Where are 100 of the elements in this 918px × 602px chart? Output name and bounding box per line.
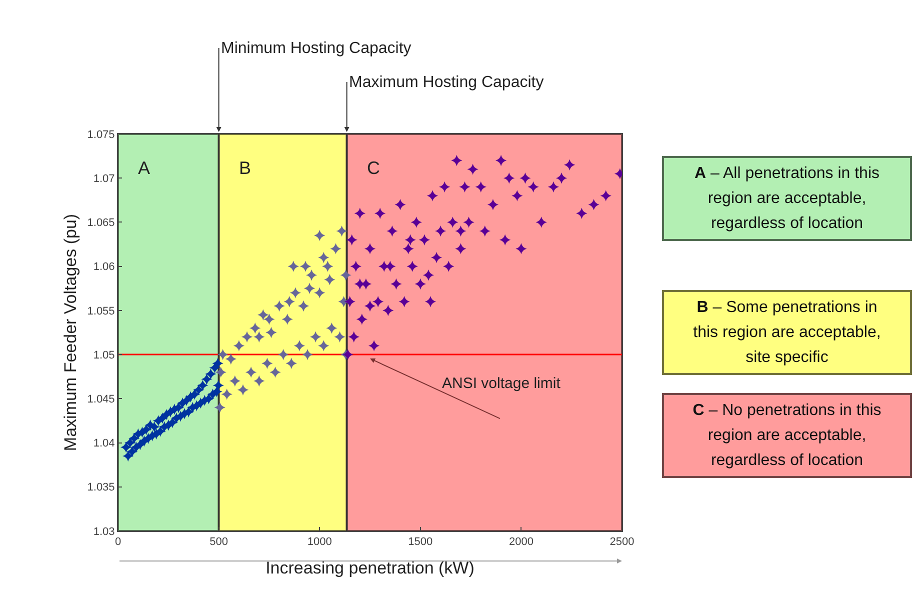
point — [140, 424, 152, 436]
point — [241, 331, 253, 343]
point — [588, 198, 600, 210]
point — [304, 282, 316, 294]
point — [455, 243, 466, 254]
point — [516, 243, 527, 254]
point — [564, 159, 576, 170]
point — [451, 154, 462, 166]
point — [126, 446, 138, 458]
point — [520, 172, 531, 184]
point — [410, 216, 422, 228]
point — [258, 309, 269, 320]
point — [438, 181, 450, 193]
point — [274, 300, 285, 312]
ref-line-label: Minimum Hosting Capacity — [221, 40, 412, 57]
point — [512, 190, 523, 202]
point — [398, 296, 410, 308]
point — [600, 190, 612, 202]
point — [368, 340, 380, 352]
point — [336, 225, 348, 237]
point — [205, 368, 216, 380]
point — [215, 366, 226, 378]
y-axis-title: Maximum Feeder Voltages (pu) — [60, 214, 80, 452]
y-tick-label: 1.03 — [93, 526, 115, 538]
y-tick-label: 1.05 — [93, 349, 115, 362]
point — [233, 340, 245, 352]
y-tick-label: 1.06 — [93, 261, 115, 274]
point — [404, 234, 416, 246]
y-tick-label: 1.07 — [93, 172, 115, 185]
ref-line-label: Maximum Hosting Capacity — [349, 74, 544, 91]
point — [290, 287, 302, 298]
point — [154, 426, 166, 437]
point — [318, 340, 330, 352]
point — [217, 348, 228, 360]
point — [211, 386, 222, 398]
point — [406, 260, 418, 272]
point — [294, 340, 306, 352]
point — [212, 358, 224, 369]
point — [286, 358, 297, 369]
point — [306, 270, 318, 281]
point — [528, 181, 539, 193]
point — [298, 300, 310, 312]
point — [418, 234, 430, 246]
point — [300, 260, 312, 272]
point — [262, 358, 273, 369]
x-tick-label: 2500 — [610, 536, 634, 548]
point — [576, 208, 588, 219]
point — [302, 348, 314, 360]
point — [350, 260, 362, 272]
point — [402, 243, 414, 254]
point — [364, 300, 376, 312]
point — [434, 225, 446, 237]
point — [426, 190, 438, 202]
point — [249, 322, 261, 334]
ref-line-label: ANSI voltage limit — [442, 375, 562, 392]
point — [424, 296, 436, 308]
band-label: A — [138, 158, 150, 178]
point — [382, 304, 394, 316]
point — [495, 154, 507, 166]
point — [214, 402, 226, 414]
x-axis-title: Increasing penetration (kW) — [266, 558, 474, 578]
point — [364, 243, 376, 254]
point — [264, 314, 275, 325]
point — [459, 181, 470, 193]
point — [278, 348, 289, 360]
point — [374, 208, 386, 219]
point — [212, 380, 224, 392]
point — [548, 181, 560, 193]
point — [354, 208, 366, 219]
point — [499, 234, 511, 246]
text: A – All penetrations in this region are acceptable, regardless of location — [662, 156, 912, 241]
point — [556, 172, 568, 184]
point — [344, 296, 356, 308]
band-label: C — [367, 158, 380, 178]
point — [475, 181, 486, 193]
point — [340, 270, 352, 281]
y-tick-label: 1.035 — [87, 482, 115, 494]
point — [189, 388, 200, 400]
point — [318, 252, 330, 264]
point — [288, 260, 299, 272]
y-tick-label: 1.055 — [87, 305, 115, 318]
point — [467, 164, 478, 175]
text: B – Some penetrations in this region are acceptable, site specific — [662, 290, 912, 375]
x-tick-label: 500 — [210, 536, 228, 548]
band-label: B — [239, 158, 252, 178]
point — [197, 380, 208, 392]
point — [221, 388, 232, 400]
point — [479, 225, 491, 237]
point — [346, 234, 358, 246]
point — [504, 172, 515, 184]
point — [254, 331, 265, 343]
point — [372, 296, 384, 308]
point — [414, 278, 426, 290]
point — [447, 216, 458, 228]
point — [356, 314, 368, 325]
point — [330, 243, 342, 254]
point — [245, 366, 257, 378]
point — [270, 366, 281, 378]
point — [394, 198, 406, 210]
point — [443, 260, 454, 272]
